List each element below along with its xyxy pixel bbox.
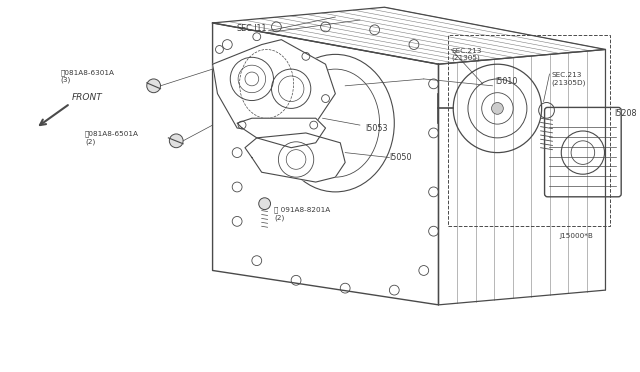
Polygon shape — [212, 40, 335, 133]
Circle shape — [147, 79, 161, 93]
Bar — [448, 35, 611, 226]
Polygon shape — [438, 49, 605, 305]
Text: l5050: l5050 — [389, 153, 412, 162]
Text: SEC.213
(21305): SEC.213 (21305) — [451, 48, 482, 61]
Text: J15000*B: J15000*B — [559, 233, 593, 239]
Text: SEC.l11: SEC.l11 — [236, 24, 267, 33]
Polygon shape — [212, 7, 605, 64]
Text: l5010: l5010 — [495, 77, 518, 86]
Polygon shape — [245, 133, 345, 182]
Text: l5053: l5053 — [365, 124, 387, 132]
Polygon shape — [212, 23, 438, 305]
Polygon shape — [237, 118, 326, 148]
Text: Ⓑ081A8-6301A
(3): Ⓑ081A8-6301A (3) — [60, 69, 115, 83]
Text: FRONT: FRONT — [72, 93, 103, 102]
Text: SEC.213
(21305D): SEC.213 (21305D) — [552, 72, 586, 86]
Circle shape — [492, 103, 503, 114]
Text: l5208: l5208 — [614, 109, 637, 118]
Text: Ⓑ081A8-6501A
(2): Ⓑ081A8-6501A (2) — [85, 131, 139, 145]
Text: Ⓑ 091A8-8201A
(2): Ⓑ 091A8-8201A (2) — [275, 206, 331, 221]
Circle shape — [170, 134, 183, 148]
Circle shape — [259, 198, 271, 209]
